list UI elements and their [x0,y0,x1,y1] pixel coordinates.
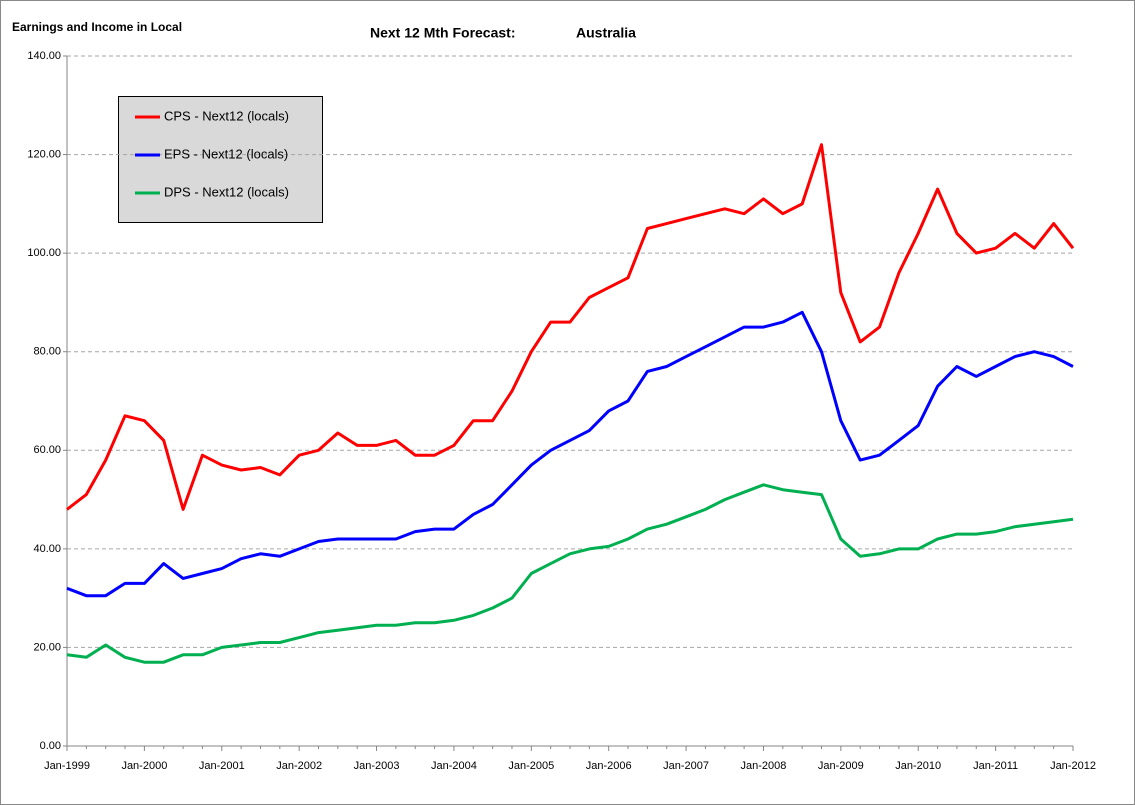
y-tick-label: 120.00 [27,148,61,160]
y-tick-label: 100.00 [27,247,61,259]
y-tick-label: 20.00 [33,641,61,653]
x-tick-label: Jan-2002 [276,760,322,772]
x-tick-label: Jan-2007 [663,760,709,772]
x-tick-label: Jan-2009 [818,760,864,772]
x-tick-label: Jan-2010 [895,760,941,772]
y-tick-label: 0.00 [40,740,61,752]
chart-title: Next 12 Mth Forecast: [370,25,515,41]
y-tick-label: 60.00 [33,444,61,456]
series-line [66,143,1075,511]
series-line [66,310,1074,598]
x-tick-label: Jan-2006 [586,760,632,772]
y-tick-label: 80.00 [33,346,61,358]
x-tick-label: Jan-2001 [199,760,245,772]
series-line [66,483,1074,664]
x-tick-label: Jan-1999 [44,760,90,772]
x-tick-label: Jan-2000 [121,760,167,772]
y-tick-label: 140.00 [27,50,61,62]
legend-label: CPS - Next12 (locals) [164,108,289,123]
x-tick-label: Jan-2012 [1050,760,1096,772]
x-tick-label: Jan-2011 [973,760,1018,772]
x-tick-label: Jan-2008 [741,760,787,772]
legend-label: DPS - Next12 (locals) [164,184,289,199]
x-tick-label: Jan-2004 [431,760,477,772]
legend-label: EPS - Next12 (locals) [164,146,288,161]
x-tick-label: Jan-2003 [354,760,400,772]
y-axis-title: Earnings and Income in Local [12,20,182,34]
y-tick-label: 40.00 [33,543,61,555]
chart-subtitle: Australia [576,25,636,41]
x-tick-label: Jan-2005 [508,760,554,772]
